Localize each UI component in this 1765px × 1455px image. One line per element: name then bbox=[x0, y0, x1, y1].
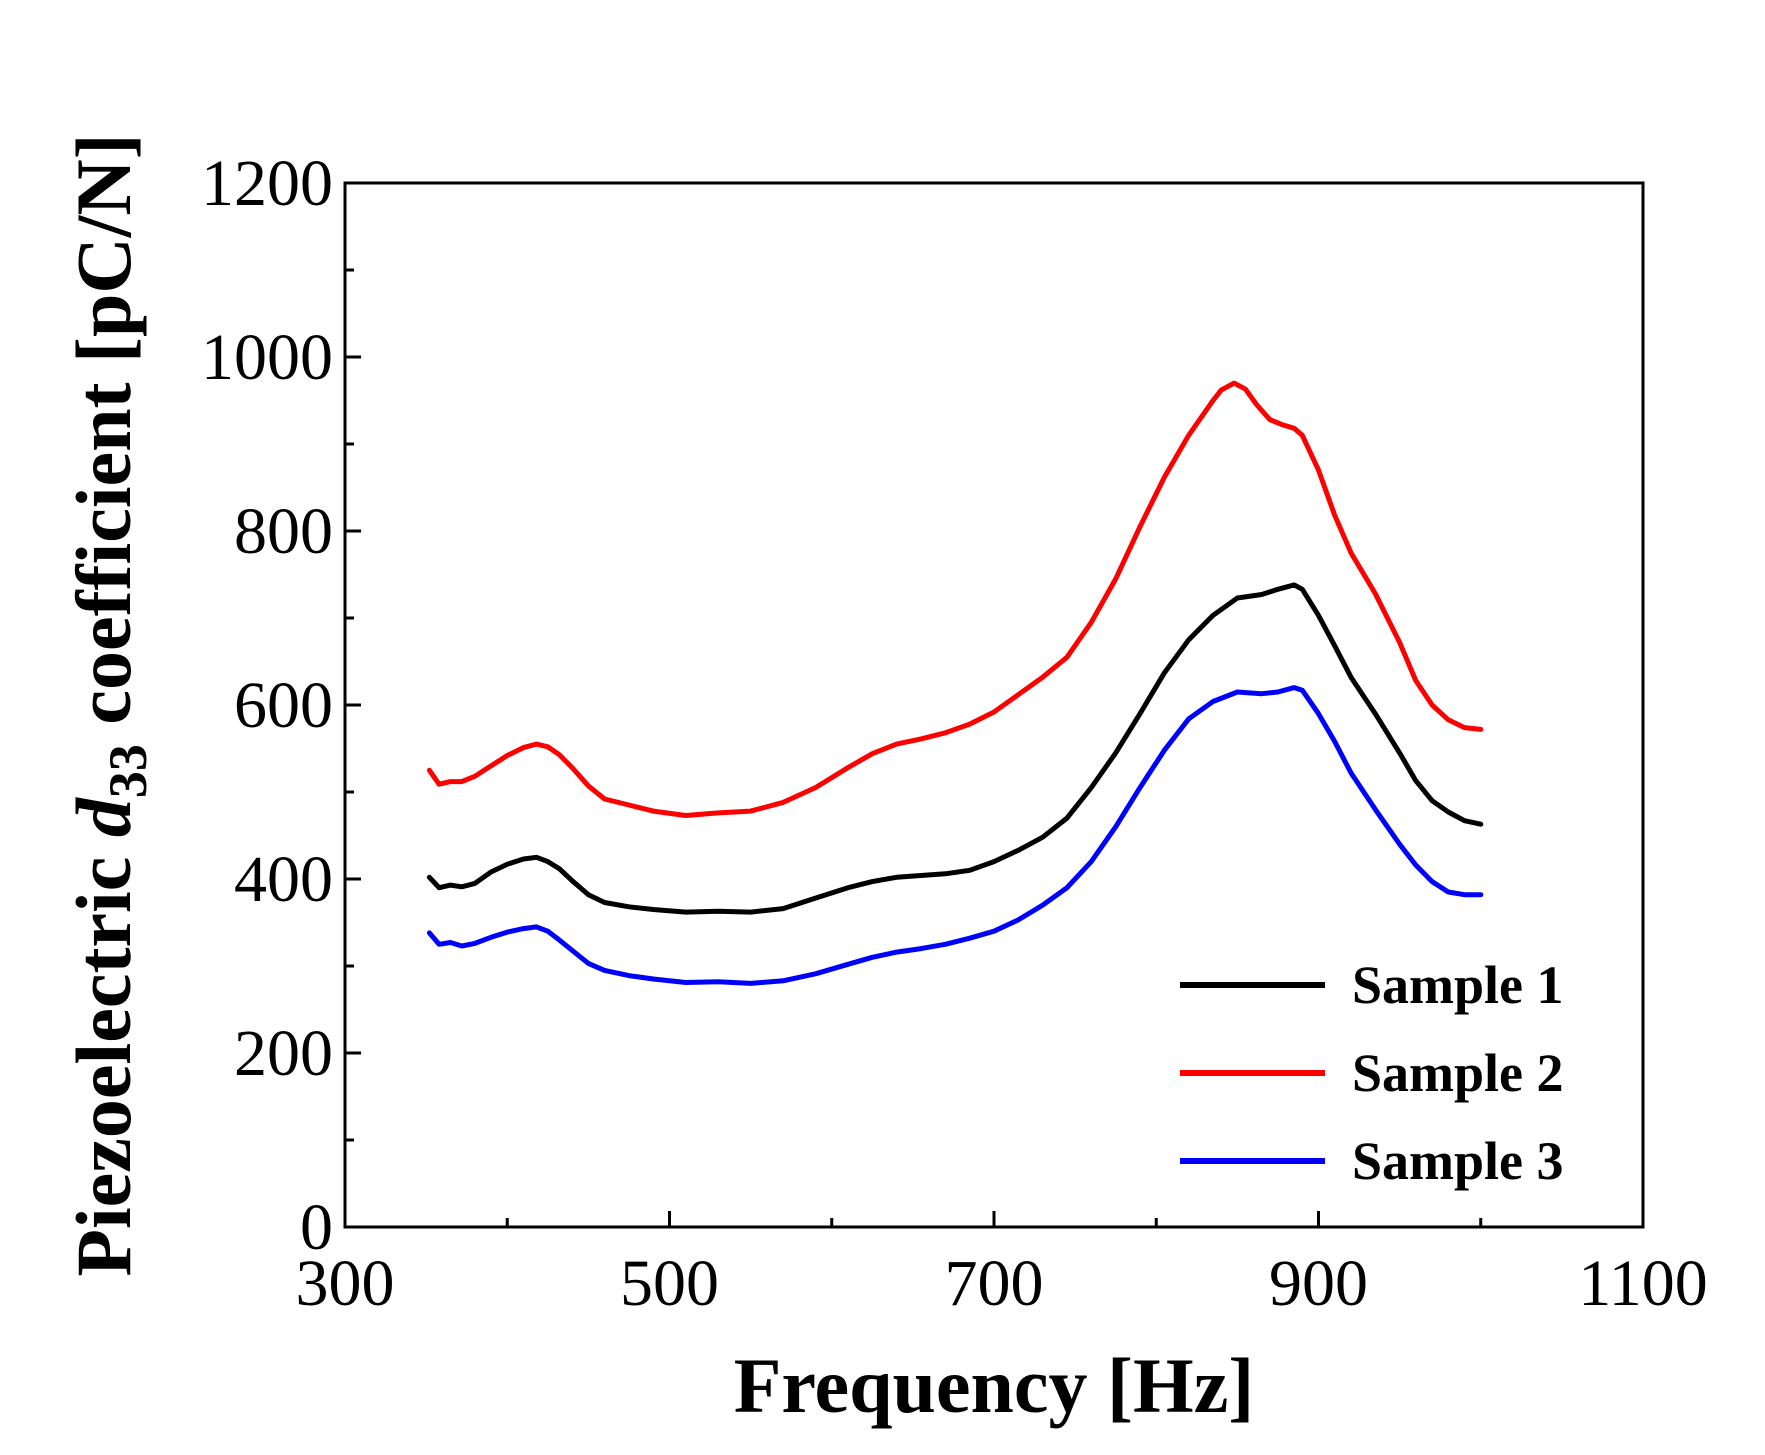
legend-label: Sample 2 bbox=[1352, 1043, 1564, 1103]
y-tick-label: 1000 bbox=[201, 321, 333, 394]
x-tick-label: 900 bbox=[1269, 1247, 1368, 1320]
y-tick-label: 800 bbox=[234, 495, 333, 568]
legend: Sample 1 Sample 2 Sample 3 bbox=[1180, 955, 1564, 1191]
y-tick-label: 200 bbox=[234, 1017, 333, 1090]
legend-item-sample-2: Sample 2 bbox=[1180, 1043, 1564, 1103]
x-axis-title: Frequency [Hz] bbox=[734, 1342, 1255, 1429]
plot-frame bbox=[343, 181, 1645, 1229]
y-tick-label: 0 bbox=[300, 1191, 333, 1264]
series-line-sample-2 bbox=[426, 380, 1484, 818]
axis-tick-labels: 300 500 700 900 1100 0 200 400 600 800 1000 1200 bbox=[201, 147, 1708, 1320]
y-axis-title-prefix: Piezoelectric bbox=[60, 837, 147, 1276]
x-tick-label: 500 bbox=[620, 1247, 719, 1320]
x-tick-label: 300 bbox=[296, 1247, 395, 1320]
x-tick-label: 1100 bbox=[1578, 1247, 1708, 1320]
y-axis-title-subscript: 33 bbox=[98, 744, 158, 798]
series-line-sample-3 bbox=[426, 685, 1484, 986]
x-tick-label: 700 bbox=[945, 1247, 1044, 1320]
data-series bbox=[426, 380, 1484, 986]
y-axis-title-symbol: d bbox=[60, 797, 147, 837]
y-tick-label: 1200 bbox=[201, 147, 333, 220]
legend-label: Sample 3 bbox=[1352, 1131, 1564, 1191]
y-axis-title: Piezoelectric d33 coefficient [pC/N] bbox=[60, 133, 158, 1276]
y-tick-label: 600 bbox=[234, 669, 333, 742]
legend-item-sample-1: Sample 1 bbox=[1180, 955, 1564, 1015]
legend-item-sample-3: Sample 3 bbox=[1180, 1131, 1564, 1191]
legend-label: Sample 1 bbox=[1352, 955, 1564, 1015]
y-axis-title-suffix: coefficient [pC/N] bbox=[60, 133, 147, 744]
series-line-sample-1 bbox=[426, 582, 1484, 915]
y-tick-label: 400 bbox=[234, 843, 333, 916]
